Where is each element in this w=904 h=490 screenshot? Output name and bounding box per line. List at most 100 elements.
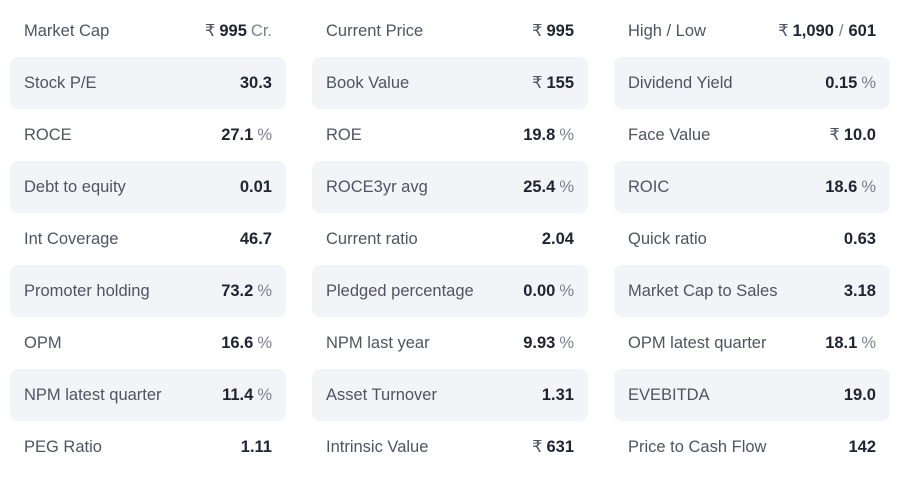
ratio-label: Promoter holding [24,281,150,300]
ratio-number: 73.2 [221,281,254,300]
ratio-unit: % [257,333,272,352]
ratio-row-peg-ratio: PEG Ratio 1.11 [10,421,286,473]
range-separator: / [838,22,844,40]
ratio-value: 0.15% [825,74,876,93]
ratio-label: Debt to equity [24,177,126,196]
ratio-value: ₹995 [532,21,574,41]
ratio-value: 0.01 [240,178,272,197]
ratio-unit: Cr. [250,22,272,40]
ratio-label: NPM latest quarter [24,385,162,404]
ratio-number: 2.04 [541,229,574,248]
ratio-value: 19.8% [523,126,574,145]
ratio-number: 1,090 [792,22,834,40]
ratio-row-roce: ROCE 27.1% [10,109,286,161]
ratio-value: 3.18 [844,282,876,301]
ratio-row-debt-to-equity: Debt to equity 0.01 [10,161,286,213]
ratio-row-int-coverage: Int Coverage 46.7 [10,213,286,265]
ratio-value: 30.3 [240,74,272,93]
ratio-label: Market Cap [24,21,110,40]
ratio-row-pledged-percentage: Pledged percentage 0.00% [312,265,588,317]
ratio-row-book-value: Book Value ₹155 [312,57,588,109]
ratio-value: 16.6% [221,334,272,353]
ratio-number: 3.18 [843,281,876,300]
ratio-number-secondary: 601 [848,22,876,40]
ratio-row-stock-p-e: Stock P/E 30.3 [10,57,286,109]
ratio-number: 11.4 [222,385,254,404]
ratio-row-market-cap-to-sales: Market Cap to Sales 3.18 [614,265,890,317]
ratio-row-evebitda: EVEBITDA 19.0 [614,369,890,421]
ratio-row-current-ratio: Current ratio 2.04 [312,213,588,265]
ratio-label: Price to Cash Flow [628,437,767,456]
ratio-label: Stock P/E [24,73,97,92]
ratio-unit: % [257,125,272,144]
ratio-number: 30.3 [239,73,272,92]
ratio-number: 25.4 [523,177,556,196]
ratio-label: OPM latest quarter [628,333,767,352]
ratio-number: 27.1 [221,125,254,144]
ratio-label: Int Coverage [24,229,119,248]
ratio-value: ₹995 Cr. [205,21,272,41]
ratio-label: Book Value [326,73,410,92]
ratios-column-1: Market Cap ₹995 Cr. Stock P/E 30.3 ROCE 27.1% D… [10,5,286,473]
ratio-row-face-value: Face Value ₹10.0 [614,109,890,161]
ratio-row-intrinsic-value: Intrinsic Value ₹631 [312,421,588,473]
ratio-number: 18.6 [825,177,858,196]
ratio-number: 0.00 [523,281,556,300]
ratio-number: 10.0 [843,126,876,144]
ratio-number: 19.8 [523,125,556,144]
ratio-number: 18.1 [825,333,858,352]
ratio-row-high-low: High / Low ₹1,090/601 [614,5,890,57]
ratio-number: 0.01 [239,177,272,196]
ratio-number: 0.15 [825,73,858,92]
ratio-number: 1.11 [240,437,272,456]
ratio-label: Face Value [628,125,711,144]
ratio-row-current-price: Current Price ₹995 [312,5,588,57]
ratio-label: Dividend Yield [628,73,733,92]
ratio-value: 18.1% [825,334,876,353]
ratio-row-opm: OPM 16.6% [10,317,286,369]
rupee-symbol: ₹ [531,438,543,456]
ratio-unit: % [257,281,272,300]
ratio-number: 1.31 [541,385,574,404]
ratios-column-3: High / Low ₹1,090/601 Dividend Yield 0.15% F… [614,5,890,473]
ratio-row-roe: ROE 19.8% [312,109,588,161]
ratio-unit: % [861,73,876,92]
ratio-unit: % [559,333,574,352]
ratio-value: 0.00% [523,282,574,301]
ratio-number: 19.0 [843,385,876,404]
ratio-row-asset-turnover: Asset Turnover 1.31 [312,369,588,421]
ratio-label: Current ratio [326,229,418,248]
ratio-row-quick-ratio: Quick ratio 0.63 [614,213,890,265]
ratio-value: 0.63 [844,230,876,249]
rupee-symbol: ₹ [778,22,789,40]
ratio-value: 142 [848,438,876,457]
ratio-label: Intrinsic Value [326,437,429,456]
ratio-label: ROE [326,125,362,144]
ratio-number: 631 [546,438,574,456]
ratio-label: High / Low [628,21,706,40]
ratio-value: 27.1% [221,126,272,145]
ratio-value: 18.6% [825,178,876,197]
ratio-row-price-to-cash-flow: Price to Cash Flow 142 [614,421,890,473]
ratio-value: 25.4% [523,178,574,197]
ratio-label: PEG Ratio [24,437,102,456]
ratio-value: 11.4% [222,386,272,405]
ratio-row-dividend-yield: Dividend Yield 0.15% [614,57,890,109]
ratio-label: Current Price [326,21,424,40]
ratio-row-roce3yr-avg: ROCE3yr avg 25.4% [312,161,588,213]
ratio-unit: % [559,281,574,300]
ratio-label: Market Cap to Sales [628,281,778,300]
ratio-row-opm-latest-quarter: OPM latest quarter 18.1% [614,317,890,369]
ratio-unit: % [861,333,876,352]
ratio-value: ₹10.0 [829,125,876,145]
ratio-number: 995 [219,22,247,40]
ratio-label: OPM [24,333,62,352]
ratio-label: Pledged percentage [326,281,474,300]
ratio-number: 9.93 [523,333,556,352]
ratio-row-promoter-holding: Promoter holding 73.2% [10,265,286,317]
ratio-value: 19.0 [844,386,876,405]
rupee-symbol: ₹ [531,74,543,92]
ratio-label: Quick ratio [628,229,707,248]
ratio-row-market-cap: Market Cap ₹995 Cr. [10,5,286,57]
